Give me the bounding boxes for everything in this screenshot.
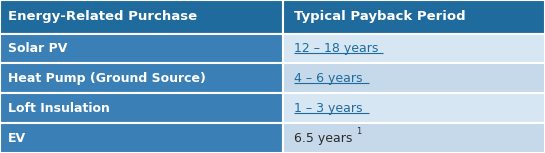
Text: 1: 1 — [356, 127, 361, 136]
Bar — [0, 63, 283, 93]
Text: Loft Insulation: Loft Insulation — [8, 102, 110, 115]
Text: EV: EV — [8, 132, 26, 145]
Text: Solar PV: Solar PV — [8, 42, 68, 55]
Text: 4 – 6 years: 4 – 6 years — [294, 72, 363, 85]
Bar — [0, 123, 283, 153]
Text: 12 – 18 years: 12 – 18 years — [294, 42, 379, 55]
Text: 1 – 3 years: 1 – 3 years — [294, 102, 363, 115]
Bar — [0, 93, 283, 123]
Text: Typical Payback Period: Typical Payback Period — [294, 10, 466, 23]
Text: Energy-Related Purchase: Energy-Related Purchase — [8, 10, 197, 23]
Bar — [0, 0, 283, 34]
Bar — [283, 0, 545, 34]
Bar — [283, 93, 545, 123]
Bar — [283, 34, 545, 63]
Bar — [0, 34, 283, 63]
Text: Heat Pump (Ground Source): Heat Pump (Ground Source) — [8, 72, 206, 85]
Text: 6.5 years: 6.5 years — [294, 132, 353, 145]
Bar — [283, 63, 545, 93]
Bar — [283, 123, 545, 153]
